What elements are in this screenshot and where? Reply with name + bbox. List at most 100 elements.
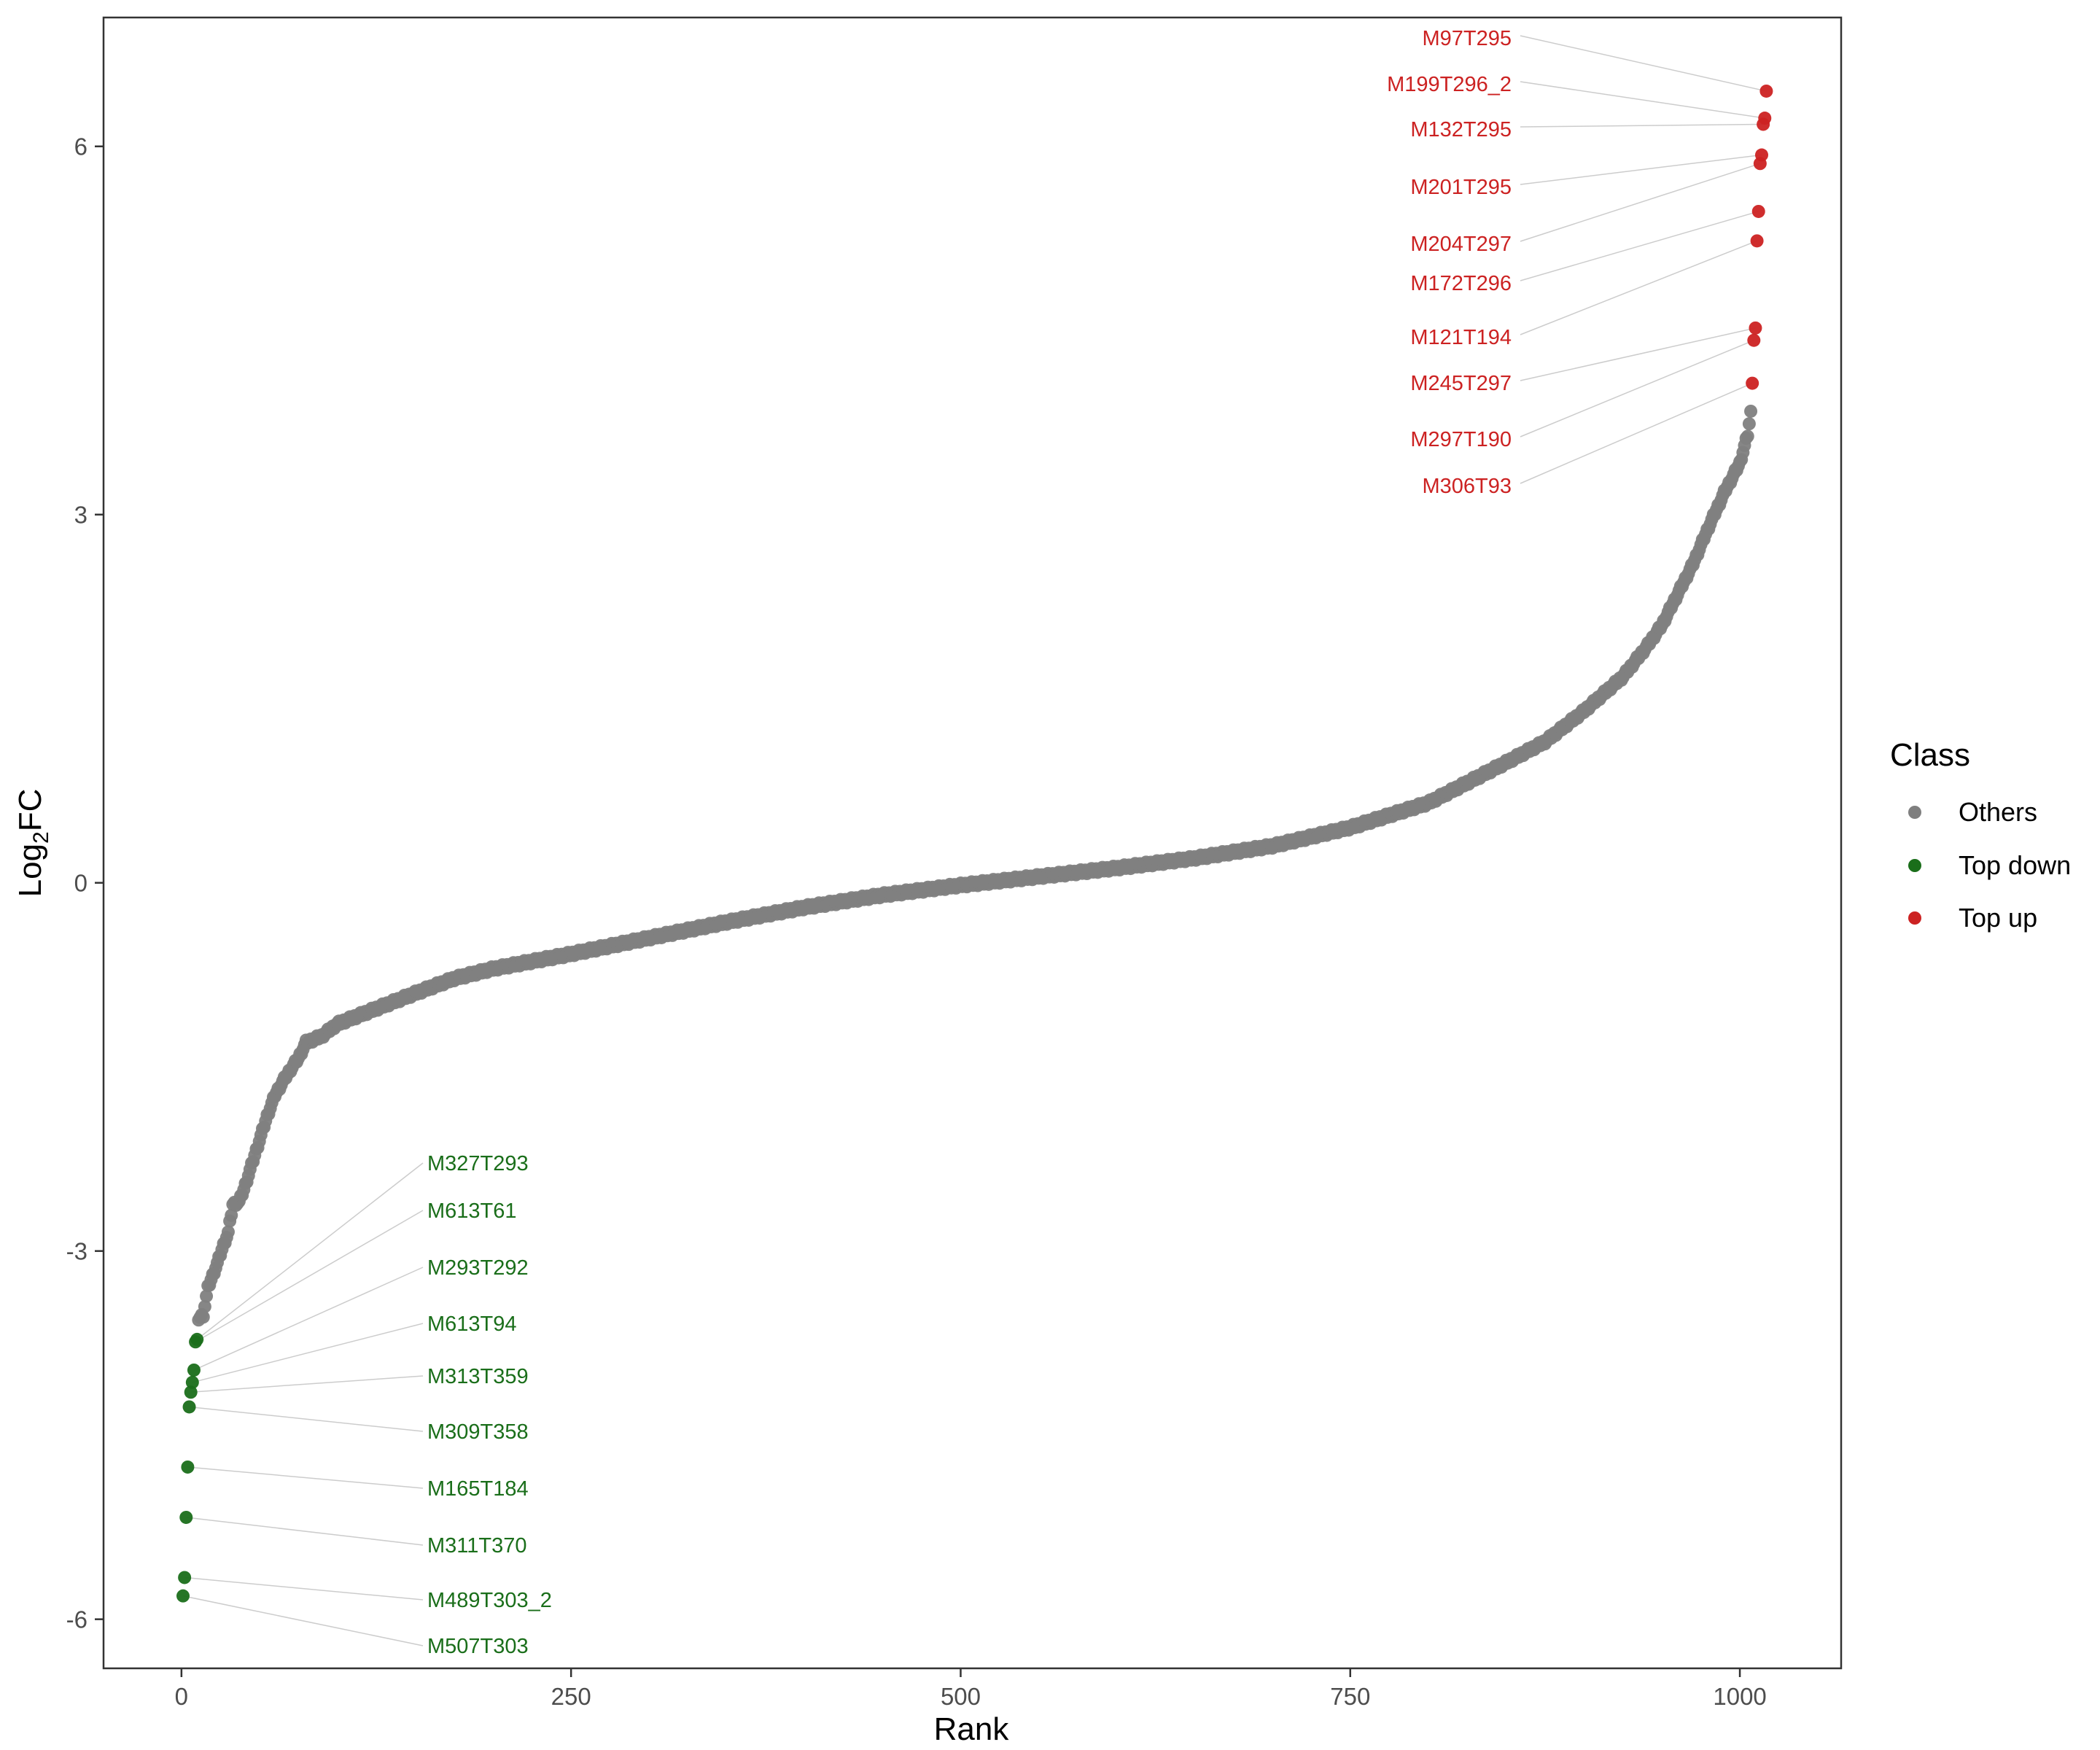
highlight-points <box>176 84 1773 1603</box>
label-top-up: M199T296_2 <box>1387 73 1512 96</box>
legend-title: Class <box>1890 737 1970 773</box>
point-top-down <box>181 1460 195 1474</box>
point-labels: M97T295 M199T296_2 M132T295 M201T295 M204T29… <box>427 27 1512 1658</box>
legend: Class Others Top down Top up <box>1890 737 2071 933</box>
connector-top-down <box>195 1210 424 1342</box>
connector-top-up <box>1520 35 1767 92</box>
point-top-down <box>185 1375 199 1389</box>
y-axis-title-subscript: 2 <box>29 831 53 844</box>
point-top-up <box>1749 321 1762 335</box>
point-others <box>1741 429 1754 443</box>
label-top-down: M507T303 <box>427 1635 529 1658</box>
legend-key-others <box>1908 806 1921 819</box>
connector-top-down <box>187 1466 424 1489</box>
label-top-down: M613T94 <box>427 1312 517 1336</box>
point-top-up <box>1750 234 1764 248</box>
point-top-down <box>189 1335 203 1349</box>
legend-label-top-down: Top down <box>1959 850 2071 880</box>
label-top-down: M311T370 <box>427 1534 527 1558</box>
point-top-up <box>1759 84 1773 98</box>
point-top-up <box>1747 333 1761 347</box>
x-tick-label: 1000 <box>1713 1683 1766 1710</box>
point-top-down <box>182 1400 196 1414</box>
label-top-down: M293T292 <box>427 1256 529 1280</box>
connector-top-down <box>192 1323 424 1383</box>
connector-top-up <box>1520 327 1756 381</box>
label-top-up: M306T93 <box>1422 475 1512 498</box>
connector-top-down <box>189 1406 424 1432</box>
x-tick-label: 0 <box>175 1683 188 1710</box>
plot-panel <box>104 18 1841 1668</box>
label-top-down: M613T61 <box>427 1199 517 1223</box>
connector-top-down <box>186 1517 424 1546</box>
x-tick-label: 750 <box>1330 1683 1370 1710</box>
label-top-up: M245T297 <box>1410 372 1512 395</box>
label-top-down: M309T358 <box>427 1420 529 1444</box>
y-axis-title: Log2FC <box>12 789 53 898</box>
y-axis: -6 -3 0 3 6 <box>66 133 104 1633</box>
label-top-up: M204T297 <box>1410 233 1512 256</box>
point-others <box>1744 404 1758 418</box>
connector-top-up <box>1520 211 1759 281</box>
point-top-up <box>1757 117 1770 131</box>
point-others <box>200 1289 214 1303</box>
point-top-down <box>178 1571 192 1584</box>
point-top-down <box>184 1385 198 1399</box>
legend-item-top-up: Top up <box>1908 903 2037 933</box>
connector-top-down <box>193 1267 424 1371</box>
legend-item-others: Others <box>1908 797 2037 827</box>
label-top-down: M313T359 <box>427 1365 529 1388</box>
connector-top-up <box>1520 163 1761 242</box>
connector-top-up <box>1520 340 1754 438</box>
x-tick-label: 250 <box>551 1683 591 1710</box>
connector-top-up <box>1520 382 1753 484</box>
legend-item-top-down: Top down <box>1908 850 2071 880</box>
x-tick-label: 500 <box>941 1683 981 1710</box>
y-tick-label: 6 <box>74 133 88 160</box>
label-top-up: M121T194 <box>1410 326 1512 349</box>
y-axis-title-main: Log <box>12 844 48 897</box>
label-connectors <box>182 35 1767 1646</box>
others-points <box>192 404 1758 1327</box>
label-top-down: M165T184 <box>427 1477 529 1501</box>
legend-label-top-up: Top up <box>1959 903 2037 933</box>
label-top-up: M97T295 <box>1422 27 1512 50</box>
connector-top-down <box>196 1162 424 1340</box>
point-top-down <box>179 1510 193 1524</box>
point-top-up <box>1751 204 1765 218</box>
connector-top-up <box>1520 81 1765 119</box>
plot-border <box>102 16 1843 1670</box>
y-tick-label: 3 <box>74 502 88 529</box>
point-others <box>225 1208 238 1222</box>
point-others <box>198 1299 211 1313</box>
label-top-down: M327T293 <box>427 1152 529 1175</box>
connector-top-up <box>1520 240 1757 335</box>
connector-top-down <box>184 1576 424 1601</box>
point-top-up <box>1746 376 1759 390</box>
label-top-up: M297T190 <box>1410 428 1512 451</box>
y-axis-title-rest: FC <box>12 789 48 832</box>
connector-top-up <box>1520 123 1764 128</box>
point-others <box>196 1310 210 1324</box>
point-top-down <box>187 1363 201 1377</box>
connector-top-up <box>1520 154 1762 185</box>
point-others <box>221 1225 235 1239</box>
y-tick-label: -3 <box>66 1238 88 1265</box>
point-top-down <box>176 1589 190 1603</box>
point-top-up <box>1753 157 1767 171</box>
x-axis: 0 250 500 750 1000 <box>175 1668 1767 1710</box>
x-axis-title: Rank <box>934 1711 1010 1747</box>
legend-label-others: Others <box>1959 797 2037 827</box>
label-top-up: M132T295 <box>1410 118 1512 141</box>
label-top-down: M489T303_2 <box>427 1589 552 1612</box>
legend-key-top-down <box>1908 859 1921 872</box>
connector-top-down <box>182 1595 424 1646</box>
y-tick-label: -6 <box>66 1606 88 1633</box>
y-tick-label: 0 <box>74 870 88 897</box>
label-top-up: M201T295 <box>1410 176 1512 199</box>
connector-top-down <box>190 1375 424 1393</box>
point-others <box>1742 417 1756 431</box>
legend-key-top-up <box>1908 911 1921 925</box>
label-top-up: M172T296 <box>1410 272 1512 295</box>
